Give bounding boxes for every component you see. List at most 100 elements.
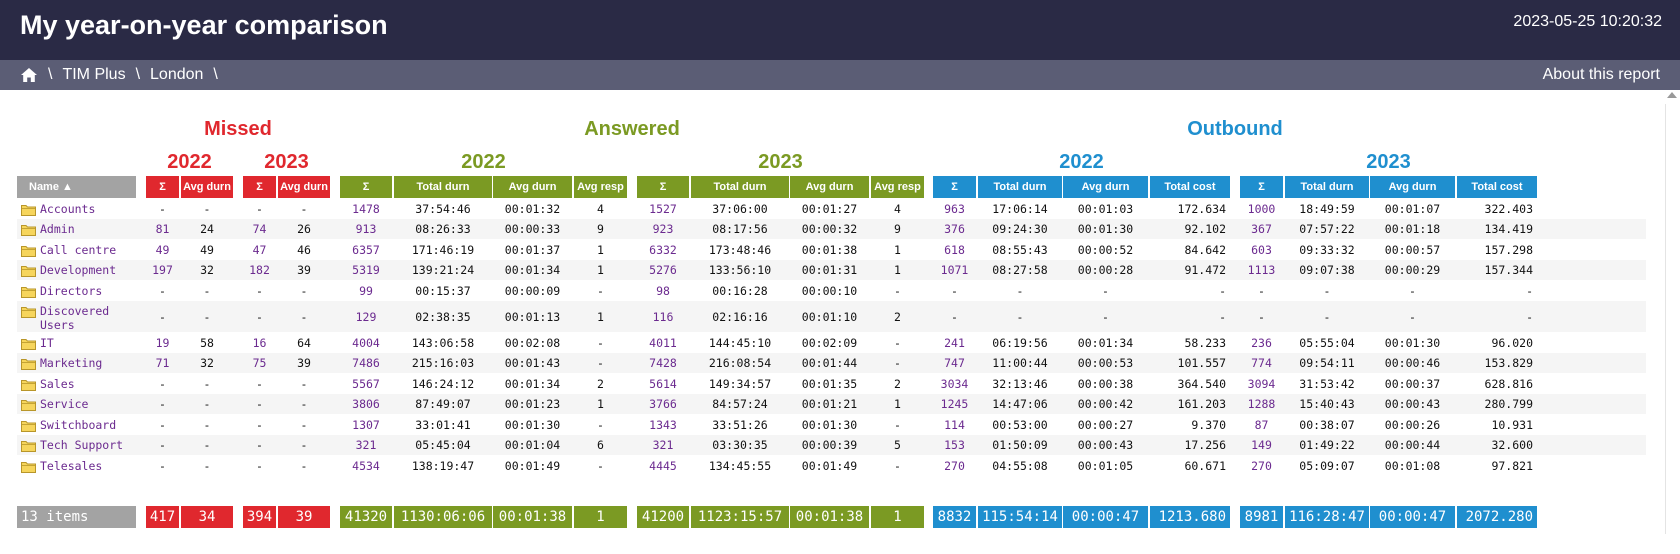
column-header-outbound-2023-total-durn[interactable]: Total durn (1285, 176, 1369, 198)
cell-answered-2023-sum[interactable]: 1343 (649, 418, 677, 432)
row-name-call-centre[interactable]: Call centre (40, 243, 117, 257)
cell-outbound-2023-sum[interactable]: 774 (1251, 356, 1272, 370)
column-header-outbound-2023-avg-durn[interactable]: Avg durn (1370, 176, 1455, 198)
cell-answered-2022-sum[interactable]: 321 (355, 438, 377, 452)
cell-missed-2022-sum[interactable]: 81 (155, 222, 170, 236)
cell-answered-2023-sum[interactable]: 923 (652, 222, 674, 236)
column-header-outbound-2023-sum[interactable]: Σ (1240, 176, 1283, 198)
column-header-answered-2022-avg-durn[interactable]: Avg durn (493, 176, 572, 198)
cell-missed-2022-sum[interactable]: 49 (155, 243, 170, 257)
cell-missed-2022-sum[interactable]: 197 (152, 263, 173, 277)
column-header-outbound-2022-sum[interactable]: Σ (933, 176, 976, 198)
cell-outbound-2022-sum[interactable]: 153 (944, 438, 965, 452)
cell-answered-2023-sum[interactable]: 5276 (649, 263, 677, 277)
cell-answered-2022-sum[interactable]: 1478 (352, 202, 380, 216)
row-name-telesales[interactable]: Telesales (40, 459, 103, 473)
column-header-name[interactable]: Name ▲ (17, 176, 136, 198)
cell-outbound-2022-sum[interactable]: 1071 (940, 263, 969, 277)
row-name-accounts[interactable]: Accounts (40, 202, 96, 216)
column-header-outbound-2023-total-cost[interactable]: Total cost (1457, 176, 1537, 198)
breadcrumb-item-tim-plus[interactable]: TIM Plus (62, 66, 126, 83)
cell-answered-2023-sum[interactable]: 5614 (649, 377, 677, 391)
column-header-answered-2023-avg-resp[interactable]: Avg resp (871, 176, 924, 198)
cell-outbound-2023-sum[interactable]: 367 (1251, 222, 1272, 236)
column-header-missed-2022-sum[interactable]: Σ (146, 176, 179, 198)
cell-answered-2022-sum[interactable]: 6357 (352, 243, 380, 257)
cell-answered-2023-sum[interactable]: 321 (652, 438, 674, 452)
cell-outbound-2022-sum[interactable]: 270 (944, 459, 965, 473)
cell-missed-2023-sum[interactable]: 74 (252, 222, 267, 236)
cell-answered-2022-sum[interactable]: 129 (355, 310, 377, 324)
cell-answered-2023-sum[interactable]: 7428 (649, 356, 677, 370)
cell-outbound-2023-sum[interactable]: 1288 (1247, 397, 1276, 411)
cell-outbound-2022-sum[interactable]: 618 (944, 243, 965, 257)
cell-outbound-2023-sum[interactable]: 270 (1251, 459, 1272, 473)
row-name-marketing[interactable]: Marketing (40, 356, 103, 370)
cell-answered-2023-sum[interactable]: 116 (652, 310, 674, 324)
scroll-up-arrow-icon[interactable] (1667, 92, 1677, 98)
cell-answered-2022-sum[interactable]: 99 (359, 284, 373, 298)
row-name-switchboard[interactable]: Switchboard (40, 418, 117, 432)
cell-answered-2022-sum[interactable]: 1307 (352, 418, 380, 432)
scrollbar[interactable] (1665, 104, 1680, 534)
cell-outbound-2023-sum[interactable]: 603 (1251, 243, 1272, 257)
breadcrumb-item-london[interactable]: London (150, 66, 204, 83)
column-header-missed-2022-avg-durn[interactable]: Avg durn (181, 176, 233, 198)
column-header-outbound-2022-total-durn[interactable]: Total durn (978, 176, 1062, 198)
row-name-development[interactable]: Development (40, 263, 117, 277)
cell-outbound-2022-sum[interactable]: 114 (944, 418, 965, 432)
cell-outbound-2023-sum[interactable]: 1000 (1247, 202, 1276, 216)
cell-answered-2023-sum[interactable]: 1527 (649, 202, 677, 216)
column-header-outbound-2022-total-cost[interactable]: Total cost (1150, 176, 1230, 198)
cell-outbound-2023-sum[interactable]: 149 (1251, 438, 1272, 452)
cell-missed-2023-sum[interactable]: 75 (252, 356, 267, 370)
home-icon[interactable] (20, 67, 38, 83)
cell-answered-2022-sum[interactable]: 3806 (352, 397, 380, 411)
cell-outbound-2023-sum[interactable]: 1113 (1247, 263, 1276, 277)
row-name-sales[interactable]: Sales (40, 377, 75, 391)
cell-outbound-2023-sum[interactable]: 236 (1251, 336, 1272, 350)
cell-missed-2023-sum[interactable]: 16 (252, 336, 267, 350)
row-name-service[interactable]: Service (40, 397, 89, 411)
cell-missed-2023-sum[interactable]: 182 (249, 263, 270, 277)
cell-answered-2022-sum[interactable]: 5319 (352, 263, 380, 277)
column-header-outbound-2022-avg-durn[interactable]: Avg durn (1063, 176, 1148, 198)
row-name-discovered-users[interactable]: Discovered Users (40, 304, 110, 332)
about-report-link[interactable]: About this report (1542, 66, 1660, 83)
cell-outbound-2022-sum[interactable]: 1245 (940, 397, 969, 411)
cell-outbound-2023-sum[interactable]: 87 (1254, 418, 1269, 432)
row-name-admin[interactable]: Admin (40, 222, 75, 236)
cell-outbound-2023-sum[interactable]: 3094 (1247, 377, 1276, 391)
cell-answered-2023-sum[interactable]: 6332 (649, 243, 677, 257)
column-header-answered-2023-avg-durn[interactable]: Avg durn (790, 176, 869, 198)
cell-missed-2023-sum[interactable]: 47 (252, 243, 267, 257)
cell-missed-2022-sum[interactable]: 19 (155, 336, 170, 350)
column-header-answered-2022-sum[interactable]: Σ (340, 176, 392, 198)
column-header-missed-2023-sum[interactable]: Σ (243, 176, 276, 198)
cell-answered-2022-sum[interactable]: 913 (355, 222, 377, 236)
cell-answered-2022-sum[interactable]: 4004 (352, 336, 380, 350)
column-header-answered-2022-avg-resp[interactable]: Avg resp (574, 176, 627, 198)
cell-outbound-2022-sum[interactable]: 376 (944, 222, 965, 236)
column-header-answered-2023-total-durn[interactable]: Total durn (691, 176, 789, 198)
cell-answered-2023-sum[interactable]: 4011 (649, 336, 677, 350)
cell-missed-2022-sum[interactable]: 71 (155, 356, 170, 370)
total-outbound-2022-total-cost: 1213.680 (1150, 506, 1230, 528)
column-header-missed-2023-avg-durn[interactable]: Avg durn (278, 176, 330, 198)
cell-answered-2022-sum[interactable]: 4534 (352, 459, 380, 473)
row-name-it[interactable]: IT (40, 336, 54, 350)
cell-outbound-2022-sum[interactable]: 241 (944, 336, 965, 350)
cell-outbound-2022-sum[interactable]: 963 (944, 202, 965, 216)
cell-outbound-2022-sum[interactable]: 3034 (940, 377, 969, 391)
cell-answered-2022-sum[interactable]: 5567 (352, 377, 380, 391)
cell-answered-2023-sum[interactable]: 3766 (649, 397, 677, 411)
column-header-answered-2022-total-durn[interactable]: Total durn (394, 176, 492, 198)
cell-answered-2023-sum[interactable]: 4445 (649, 459, 677, 473)
row-name-tech-support[interactable]: Tech Support (40, 438, 124, 452)
cell-answered-2023-sum[interactable]: 98 (656, 284, 670, 298)
column-header-answered-2023-sum[interactable]: Σ (637, 176, 689, 198)
row-name-directors[interactable]: Directors (40, 284, 103, 298)
cell-outbound-2022-sum[interactable]: 747 (944, 356, 965, 370)
total-outbound-2023-total-durn: 116:28:47 (1285, 506, 1369, 528)
cell-answered-2022-sum[interactable]: 7486 (352, 356, 380, 370)
